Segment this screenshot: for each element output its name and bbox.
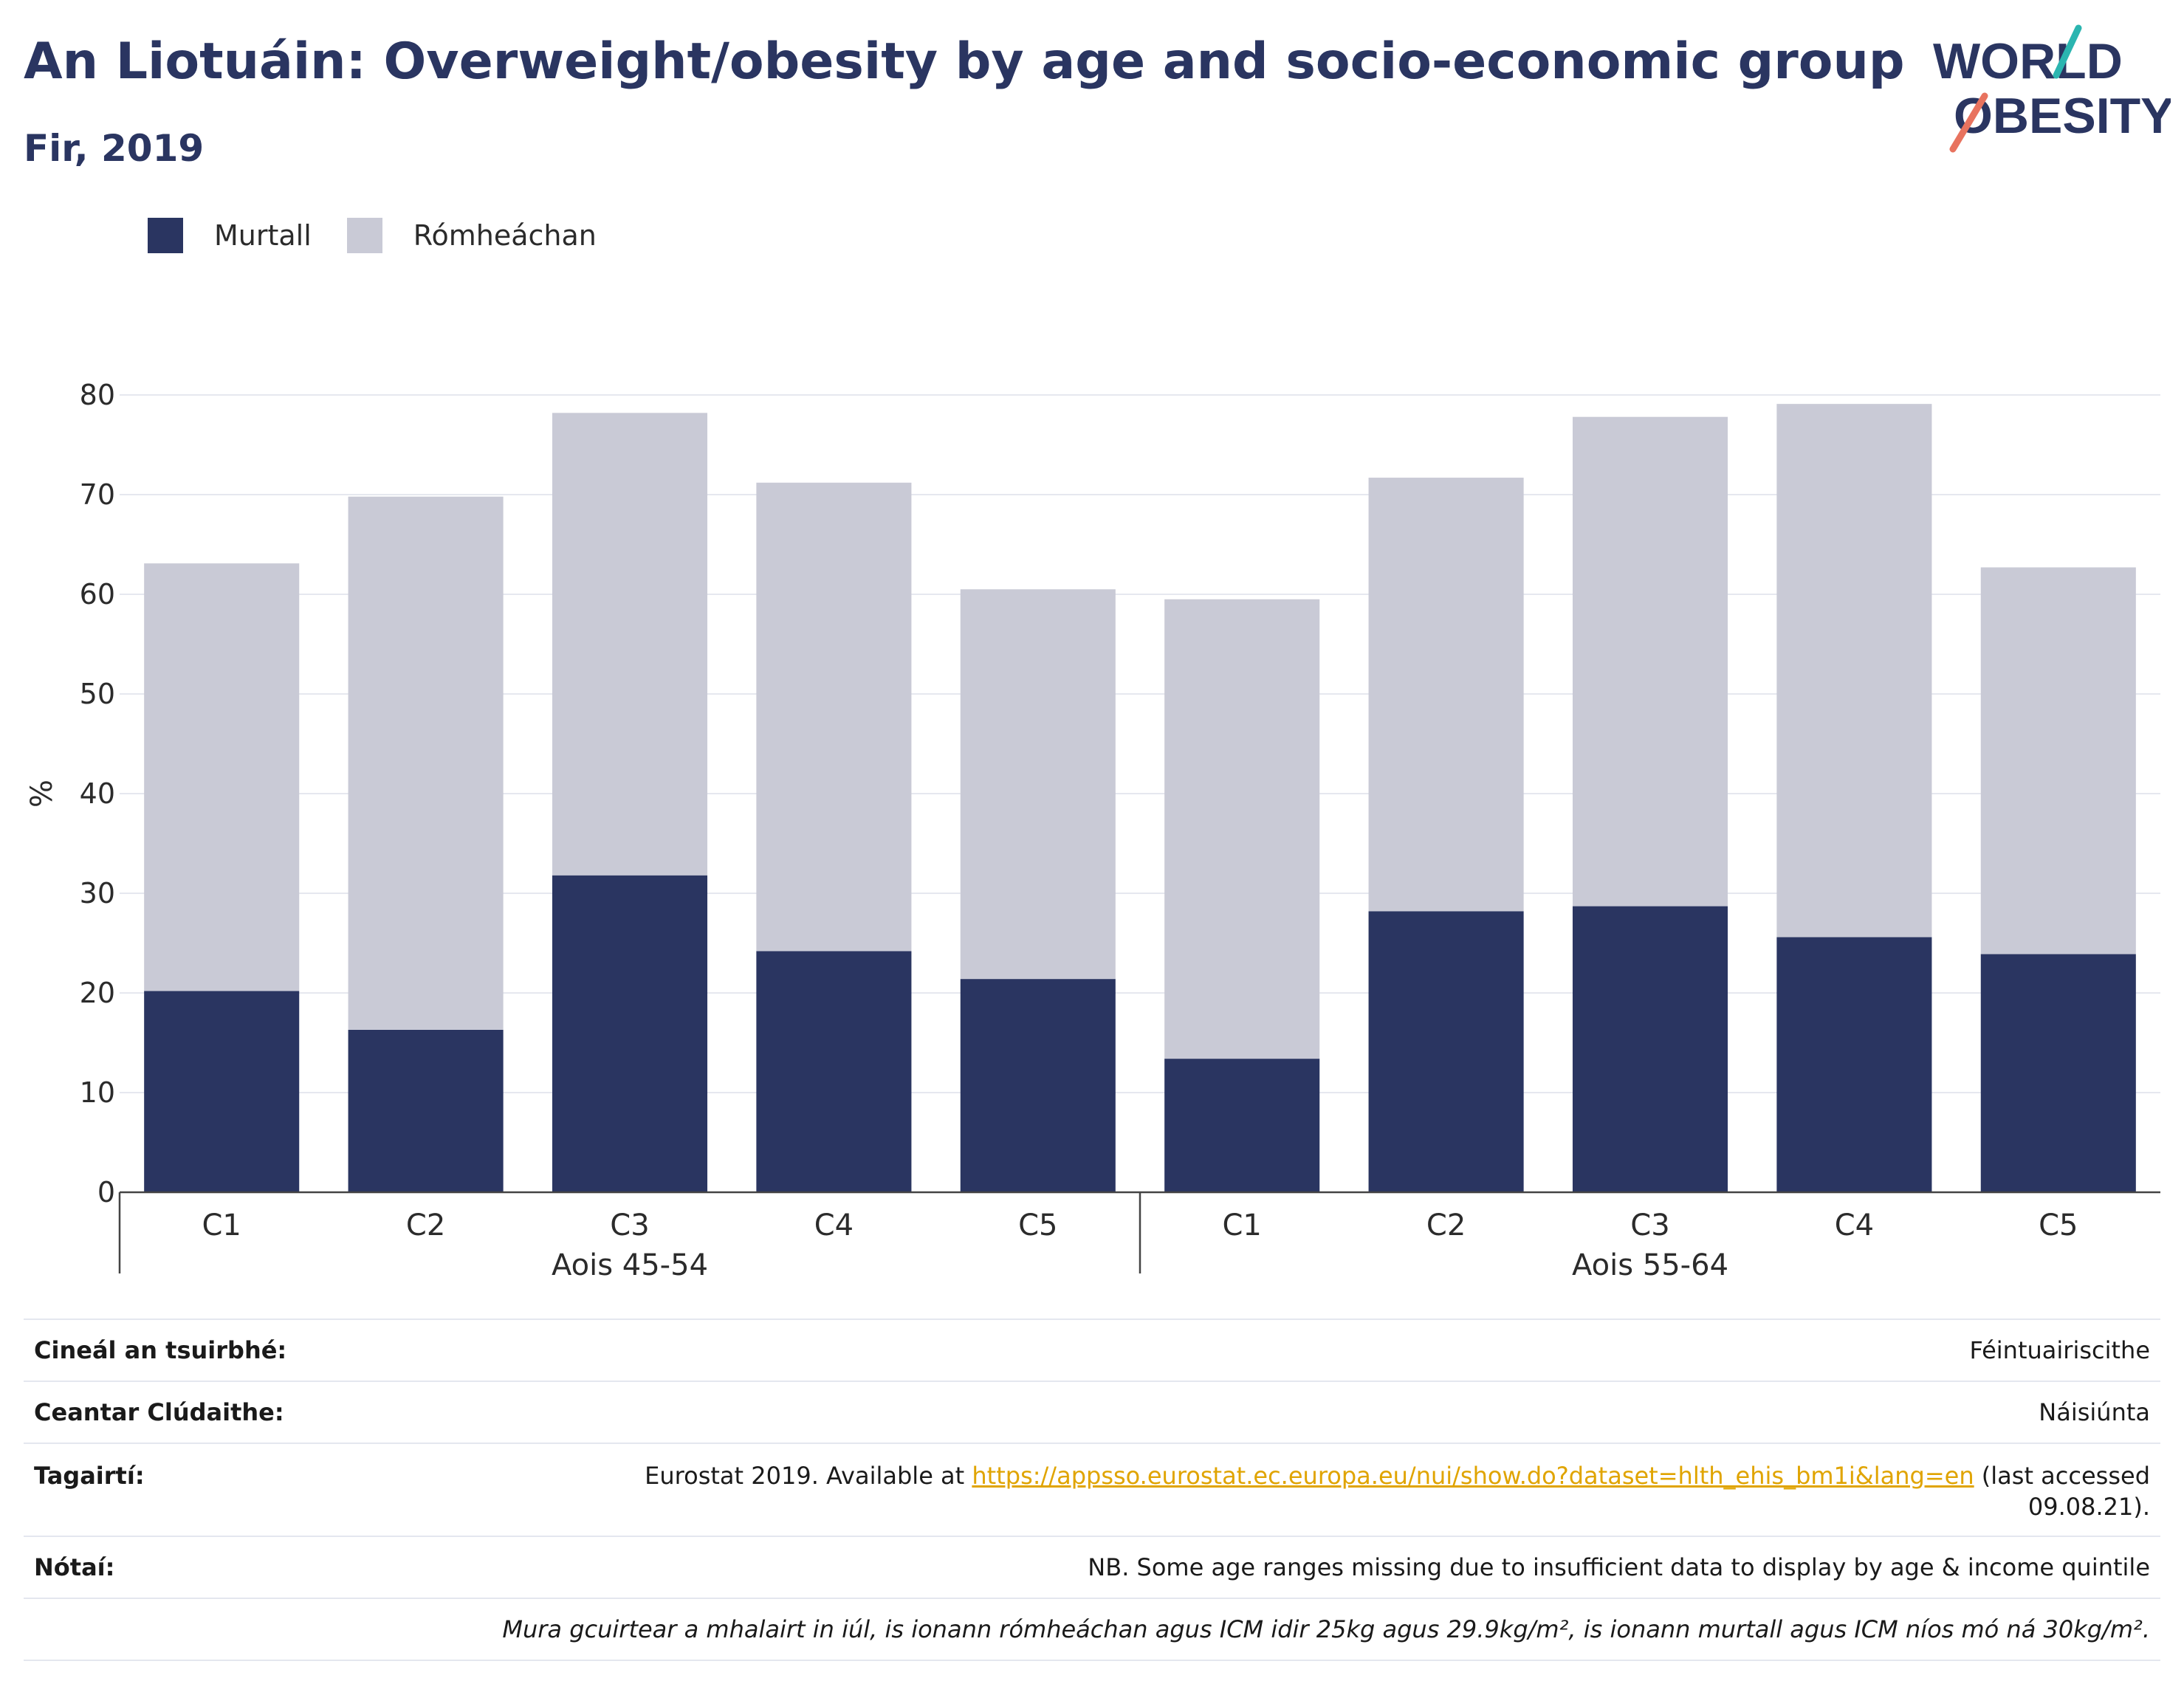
meta-references-link[interactable]: https://appsso.eurostat.ec.europa.eu/nui… [972, 1462, 1974, 1490]
legend-swatch-overweight [346, 218, 382, 253]
legend-swatch-obese [148, 218, 183, 253]
bar-overweight [144, 563, 300, 991]
stacked-bar-chart: 0 10 20 30 40 50 60 70 80% C1 C2 C3 C4 C5 C1 C2 C3 C4 C5 Ao… [25, 379, 2160, 1282]
group-label: Aois 55-64 [1572, 1248, 1728, 1282]
bar-overweight [552, 413, 708, 876]
bar-obese [1572, 906, 1728, 1192]
bar-overweight [1776, 404, 1932, 938]
x-tick-label: C5 [1018, 1208, 1057, 1242]
meta-survey-value: Féintuairiscithe [1969, 1336, 2150, 1364]
meta-row-notes: Nótaí: NB. Some age ranges missing due t… [24, 1536, 2160, 1598]
bar-obese [348, 1029, 504, 1192]
bar-obese [960, 979, 1116, 1192]
legend-item-obese[interactable]: Murtall [148, 218, 312, 253]
meta-references-accessed: (last accessed [1974, 1462, 2150, 1490]
bar-overweight [756, 482, 912, 952]
meta-references-label: Tagairtí: [34, 1462, 145, 1490]
y-tick-label: 0 [97, 1176, 115, 1208]
y-tick-label: 20 [80, 977, 115, 1009]
y-tick-label: 40 [80, 777, 115, 810]
bar-overweight [1368, 478, 1524, 912]
metadata-table: Cineál an tsuirbhé: Féintuairiscithe Cea… [24, 1318, 2160, 1661]
logo-word-world: WORLD [1933, 33, 2123, 89]
legend-label-obese: Murtall [214, 219, 312, 252]
x-tick-label: C2 [406, 1208, 445, 1242]
x-tick-label: C4 [1835, 1208, 1874, 1242]
x-tick-label: C1 [1223, 1208, 1262, 1242]
meta-row-references: Tagairtí: Eurostat 2019. Available at ht… [24, 1443, 2160, 1536]
page-title: An Liotuáin: Overweight/obesity by age a… [24, 32, 1905, 91]
bar-obese [1368, 911, 1524, 1192]
meta-references-text: Eurostat 2019. Available at [645, 1462, 972, 1490]
legend-item-overweight[interactable]: Rómheáchan [346, 218, 597, 253]
world-obesity-logo: WORLD OBESITY [1933, 24, 2171, 153]
meta-row-coverage: Ceantar Clúdaithe: Náisiúnta [24, 1381, 2160, 1443]
x-tick-label: C4 [814, 1208, 854, 1242]
bar-obese [1164, 1059, 1320, 1192]
y-tick-label: 60 [80, 578, 115, 611]
logo-word-obesity: OBESITY [1954, 88, 2171, 144]
logo-slash-teal [2053, 24, 2082, 79]
group-label: Aois 45-54 [552, 1248, 708, 1282]
bar-overweight [960, 589, 1116, 980]
x-tick-label: C3 [610, 1208, 649, 1242]
bar-obese [144, 991, 300, 1192]
y-tick-label: 70 [80, 478, 115, 511]
chart-legend: Murtall Rómheáchan [148, 218, 632, 253]
meta-coverage-value: Náisiúnta [2039, 1398, 2150, 1426]
logo-slash-coral [1949, 92, 1988, 153]
meta-survey-label: Cineál an tsuirbhé: [34, 1336, 287, 1364]
x-tick-label: C2 [1426, 1208, 1466, 1242]
meta-coverage-label: Ceantar Clúdaithe: [34, 1398, 284, 1426]
x-tick-label: C3 [1630, 1208, 1669, 1242]
bar-obese [1980, 954, 2136, 1192]
page-subtitle: Fir, 2019 [24, 127, 205, 170]
y-axis-label: % [25, 780, 59, 808]
meta-notes-label: Nótaí: [34, 1553, 115, 1581]
meta-definition: Mura gcuirtear a mhalairt in iúl, is ion… [502, 1615, 2150, 1643]
meta-references-date: 09.08.21). [2027, 1493, 2150, 1521]
bar-overweight [1980, 567, 2136, 955]
y-tick-label: 50 [80, 678, 115, 710]
y-tick-label: 30 [80, 877, 115, 910]
meta-references-value: Eurostat 2019. Available at https://apps… [645, 1460, 2150, 1536]
bar-obese [552, 875, 708, 1192]
legend-label-overweight: Rómheáchan [413, 219, 597, 252]
bar-obese [756, 951, 912, 1192]
x-tick-label: C1 [202, 1208, 241, 1242]
x-tick-label: C5 [2039, 1208, 2078, 1242]
meta-notes-value: NB. Some age ranges missing due to insuf… [1088, 1553, 2150, 1581]
bar-overweight [348, 496, 504, 1030]
bar-overweight [1572, 416, 1728, 907]
bar-obese [1776, 937, 1932, 1192]
meta-row-definition: Mura gcuirtear a mhalairt in iúl, is ion… [24, 1598, 2160, 1661]
y-tick-label: 80 [80, 379, 115, 411]
y-tick-label: 10 [80, 1076, 115, 1109]
bar-overweight [1164, 599, 1320, 1059]
meta-row-survey: Cineál an tsuirbhé: Féintuairiscithe [24, 1318, 2160, 1381]
